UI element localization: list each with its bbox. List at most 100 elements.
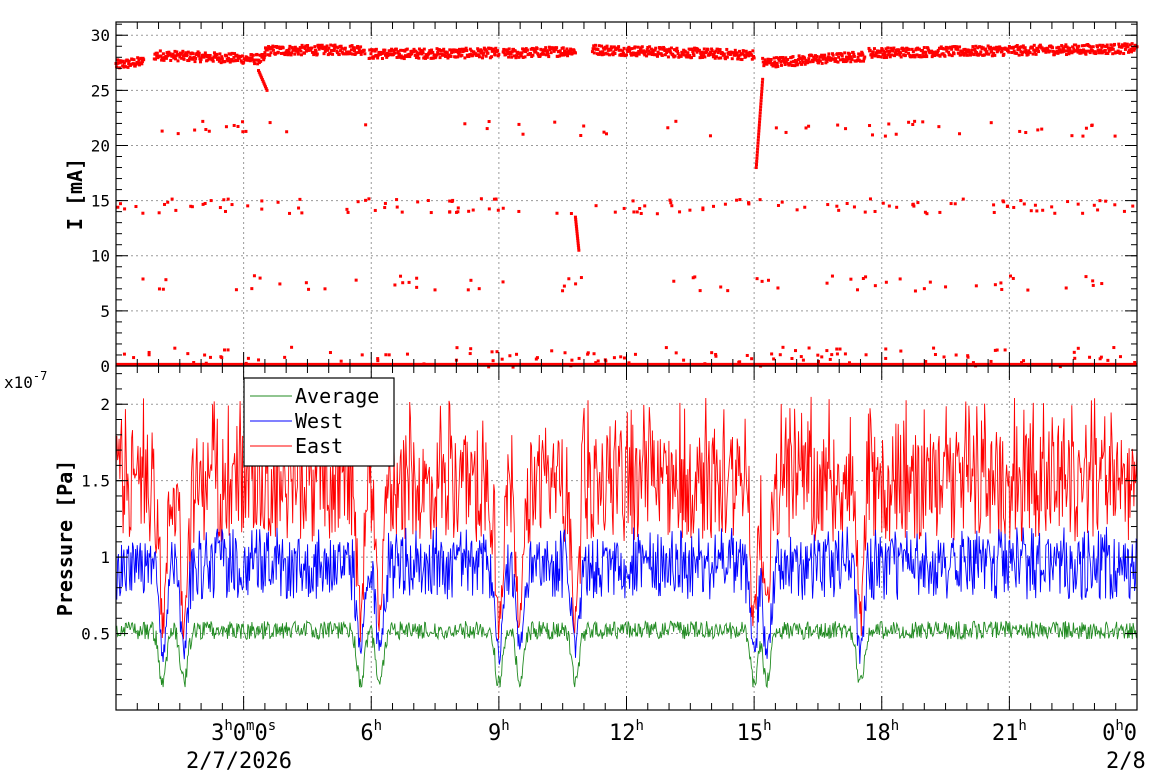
current-point — [768, 61, 772, 65]
current-point — [544, 46, 548, 50]
current-point — [992, 203, 996, 207]
current-point — [827, 52, 831, 56]
current-point — [1130, 42, 1134, 46]
current-point — [872, 47, 876, 51]
current-point — [1018, 129, 1022, 133]
current-point — [949, 202, 953, 206]
current-point — [1001, 199, 1005, 203]
current-point — [648, 45, 652, 49]
current-point — [1092, 203, 1096, 207]
current-point — [670, 204, 674, 208]
current-point — [464, 46, 468, 50]
current-point — [433, 53, 437, 57]
current-point — [801, 60, 805, 64]
current-point — [543, 49, 547, 53]
current-point — [327, 46, 331, 50]
current-point — [276, 200, 280, 204]
current-point — [1095, 45, 1099, 49]
current-point — [602, 130, 606, 134]
current-point — [184, 51, 188, 55]
current-point — [757, 129, 761, 133]
current-point — [830, 353, 834, 357]
current-point — [804, 58, 808, 62]
current-point — [351, 52, 355, 56]
current-point — [1034, 52, 1038, 56]
current-point — [1012, 49, 1016, 53]
current-point — [239, 55, 243, 59]
current-point — [643, 204, 647, 208]
current-point — [377, 50, 381, 54]
current-point — [1133, 43, 1137, 47]
current-point — [978, 52, 982, 56]
current-point — [367, 197, 371, 201]
current-point — [978, 45, 982, 49]
current-point — [630, 47, 634, 51]
current-point — [903, 53, 907, 57]
current-point — [1001, 47, 1005, 51]
current-point — [490, 350, 494, 354]
current-point — [517, 122, 521, 126]
current-point — [731, 51, 735, 55]
current-point — [762, 64, 766, 68]
current-point — [874, 53, 878, 57]
current-point — [975, 51, 979, 55]
current-point — [315, 52, 319, 56]
current-point — [816, 353, 820, 357]
current-point — [569, 48, 573, 52]
current-point — [386, 54, 390, 58]
current-point — [801, 358, 805, 362]
current-point — [1028, 51, 1032, 55]
current-point — [454, 55, 458, 59]
current-point — [887, 122, 891, 126]
current-point — [260, 53, 264, 57]
current-point — [316, 43, 320, 47]
current-point — [402, 57, 406, 61]
current-point — [252, 274, 256, 278]
current-point — [1103, 48, 1107, 52]
current-point — [204, 128, 208, 132]
current-point — [668, 49, 672, 53]
current-point — [172, 54, 176, 58]
current-point — [457, 47, 461, 51]
current-point — [572, 49, 576, 53]
current-point — [821, 57, 825, 61]
current-point — [201, 202, 205, 206]
current-point — [1020, 53, 1024, 57]
current-point — [211, 57, 215, 61]
current-point — [639, 211, 643, 215]
x-tick-label: 21h — [992, 718, 1027, 746]
current-point — [290, 51, 294, 55]
current-point — [907, 47, 911, 51]
current-point — [961, 51, 965, 55]
current-point — [993, 283, 997, 287]
current-point — [910, 47, 914, 51]
current-point — [970, 48, 974, 52]
current-point — [1031, 52, 1035, 56]
current-point — [606, 52, 610, 56]
current-point — [356, 44, 360, 48]
current-point — [961, 197, 965, 201]
current-point — [387, 49, 391, 53]
current-point — [268, 47, 272, 51]
current-point — [349, 48, 353, 52]
current-point — [625, 53, 628, 57]
current-point — [1084, 126, 1088, 130]
current-point — [880, 48, 884, 52]
current-point — [787, 63, 791, 67]
current-point — [509, 52, 513, 56]
current-point — [166, 200, 170, 204]
current-point — [574, 220, 578, 224]
current-point — [549, 51, 553, 55]
current-point — [1072, 47, 1076, 51]
current-point — [697, 48, 701, 52]
current-point — [662, 47, 666, 51]
y-tick-label: 30 — [91, 26, 110, 45]
current-point — [1061, 47, 1065, 51]
current-point — [450, 51, 454, 55]
current-point — [1118, 355, 1122, 359]
current-point — [486, 51, 490, 55]
current-point — [515, 352, 519, 356]
current-point — [659, 46, 663, 50]
current-point — [924, 53, 928, 57]
current-point — [348, 50, 352, 54]
